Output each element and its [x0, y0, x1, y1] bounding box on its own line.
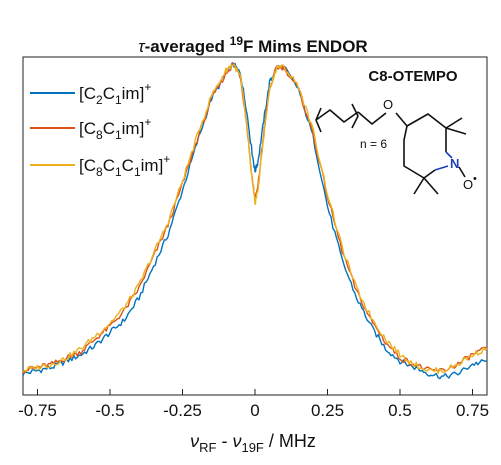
repeat-count-label: n = 6: [360, 137, 387, 151]
chain-bracket-right: [351, 103, 359, 129]
n-bond-lower: [434, 165, 449, 171]
x-axis-label: νRF - ν19F / MHz: [190, 431, 316, 455]
title-sup: 19: [230, 34, 244, 48]
n-bond-upper: [445, 151, 453, 159]
x-tick-label: 0: [250, 401, 259, 420]
methyl-lower: [413, 177, 439, 195]
x-axis-ticks: -0.75 -0.5 -0.25 0 0.25 0.5 0.75: [18, 389, 489, 420]
plot-frame: [22, 56, 488, 396]
x-tick-label: 0.5: [388, 401, 412, 420]
atom-o-radical: O: [463, 177, 473, 192]
ring-lower: [403, 125, 436, 179]
legend-label-c8c1c1im: [C8C1C1im]+: [79, 152, 170, 179]
n-o-bond: [458, 166, 466, 178]
title-post: F Mims ENDOR: [243, 37, 368, 56]
series-line-2: [22, 64, 488, 374]
legend-label-c2c1im: [C2C1im]+: [79, 80, 151, 107]
x-tick-label: -0.5: [95, 401, 124, 420]
molecule-label: C8-OTEMPO: [368, 68, 458, 85]
o-ring-bond: [395, 112, 408, 127]
legend: [C2C1im]+ [C8C1im]+ [C8C1C1im]+: [30, 80, 170, 179]
molecule-structure: C8-OTEMPO O N O • n = 6: [315, 68, 477, 195]
title-pre: -averaged: [145, 37, 230, 56]
x-tick-label: -0.75: [18, 401, 57, 420]
legend-label-c8c1im: [C8C1im]+: [79, 115, 151, 142]
chain-to-oxygen: [357, 111, 387, 125]
radical-dot: •: [473, 173, 477, 185]
atom-n: N: [450, 156, 459, 171]
alkyl-chain: [315, 109, 359, 123]
series-line-1: [22, 62, 488, 374]
x-tick-label: -0.25: [163, 401, 202, 420]
chart-title: τ-averaged 19F Mims ENDOR: [138, 34, 367, 56]
methyl-upper: [445, 117, 467, 135]
x-tick-label: 0.25: [311, 401, 344, 420]
ring-upper: [406, 113, 447, 152]
series-line-0: [22, 62, 488, 380]
series-layer: [22, 62, 488, 380]
atom-o-ether: O: [383, 97, 393, 112]
x-tick-label: 0.75: [456, 401, 489, 420]
title-tau: τ: [138, 37, 146, 56]
molecule-bonds: [315, 103, 467, 195]
